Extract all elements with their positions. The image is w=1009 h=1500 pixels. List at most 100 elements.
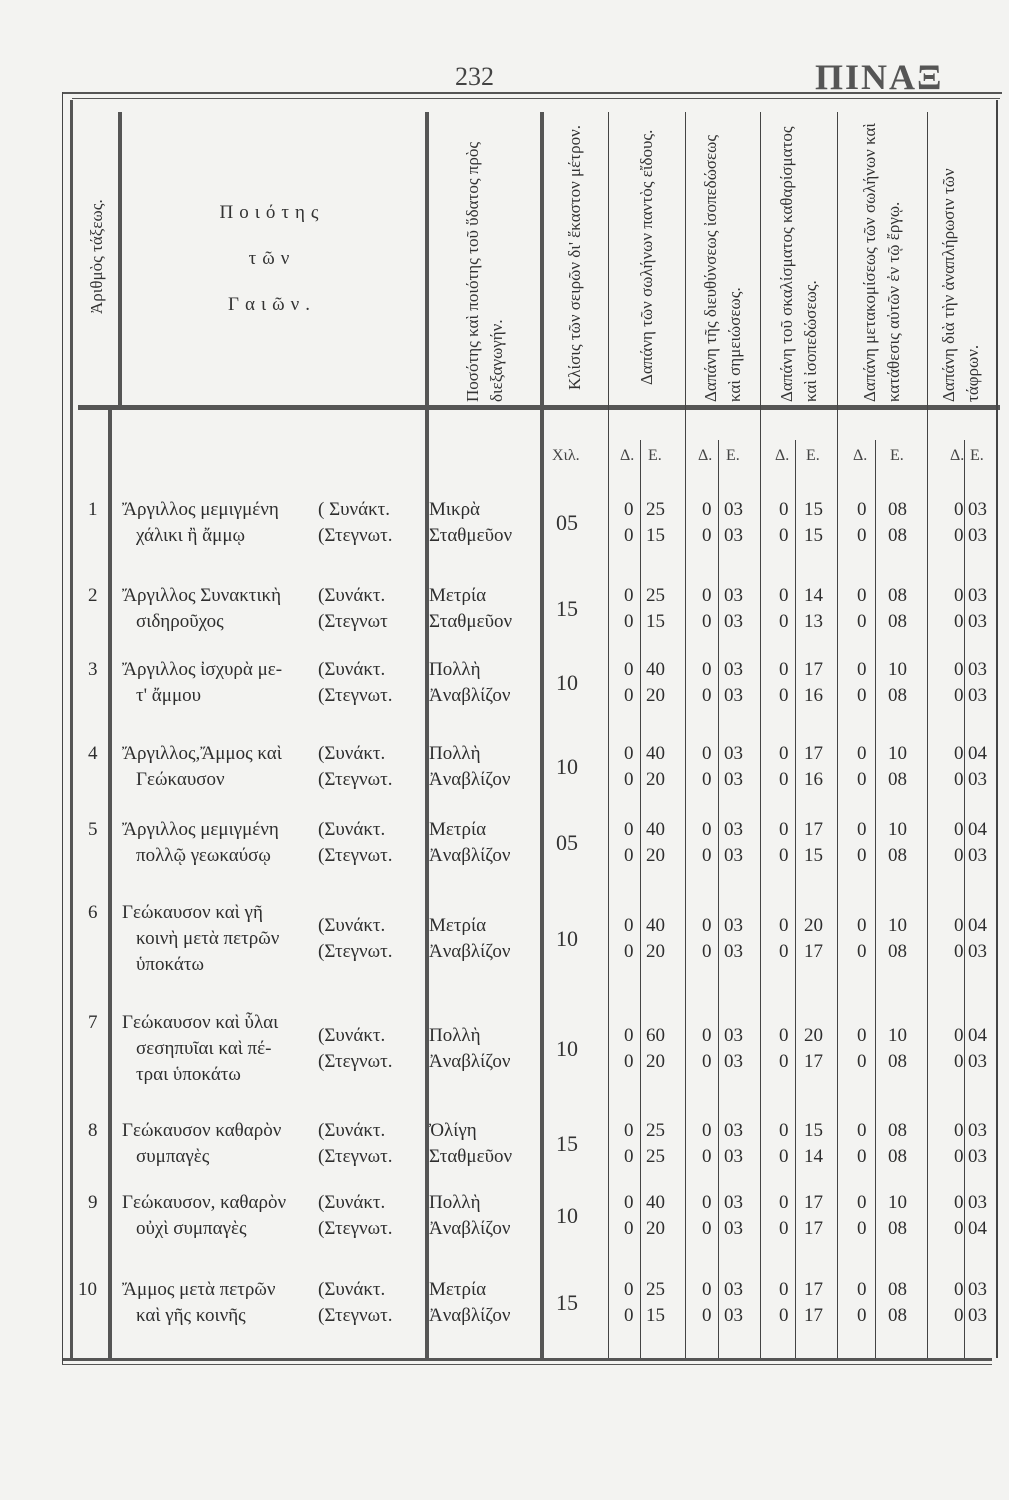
cost-lepta: 03 xyxy=(968,845,987,866)
cost-lepta: 40 xyxy=(646,1192,665,1213)
cost-drachmas: 0 xyxy=(779,743,789,764)
cost-drachmas: 0 xyxy=(702,819,712,840)
cost-drachmas: 0 xyxy=(779,845,789,866)
condition-label: (Συνάκτ. xyxy=(318,585,386,606)
cost-drachmas: 0 xyxy=(624,743,634,764)
cost-lepta: 20 xyxy=(646,685,665,706)
soil-quality-line: ὑποκάτω xyxy=(136,954,205,975)
condition-label: (Στεγνωτ. xyxy=(318,941,393,962)
cost-lepta: 14 xyxy=(804,1146,823,1167)
cost-drachmas: 0 xyxy=(954,941,964,962)
cost-drachmas: 0 xyxy=(624,1146,634,1167)
subdivider xyxy=(795,440,796,1358)
cost-drachmas: 0 xyxy=(624,845,634,866)
cost-drachmas: 0 xyxy=(702,743,712,764)
left-border-inner xyxy=(70,100,73,1358)
cost-lepta: 17 xyxy=(804,1218,823,1239)
cost-drachmas: 0 xyxy=(702,611,712,632)
condition-label: (Στεγνωτ xyxy=(318,611,388,632)
cost-drachmas: 0 xyxy=(857,1279,867,1300)
cost-drachmas: 0 xyxy=(624,769,634,790)
soil-quality-line: καὶ γῆς κοινῆς xyxy=(136,1305,246,1326)
cost-drachmas: 0 xyxy=(954,585,964,606)
cost-lepta: 03 xyxy=(724,1305,743,1326)
cost-lepta: 03 xyxy=(968,611,987,632)
cost-drachmas: 0 xyxy=(779,611,789,632)
cost-lepta: 10 xyxy=(888,659,907,680)
cost-drachmas: 0 xyxy=(624,611,634,632)
water-description: Ἀναβλίζον xyxy=(429,1305,511,1326)
soil-quality-line: Ἄμμος μετὰ πετρῶν xyxy=(122,1279,276,1300)
cost-drachmas: 0 xyxy=(954,1120,964,1141)
cost-drachmas: 0 xyxy=(954,685,964,706)
cost-lepta: 03 xyxy=(968,1120,987,1141)
cost-drachmas: 0 xyxy=(702,659,712,680)
cost-drachmas: 0 xyxy=(857,915,867,936)
divider xyxy=(118,112,122,405)
water-description: Μικρὰ xyxy=(429,499,481,520)
cost-drachmas: 0 xyxy=(624,525,634,546)
soil-quality-line: Ἄργιλλος μεμιγμένη xyxy=(122,499,279,520)
cost-lepta: 20 xyxy=(804,915,823,936)
cost-drachmas: 0 xyxy=(954,769,964,790)
cost-lepta: 03 xyxy=(724,1051,743,1072)
soil-quality-line: οὐχὶ συμπαγὲς xyxy=(136,1218,247,1239)
soil-quality-line: τ' ἄμμου xyxy=(136,685,202,706)
soil-quality-line: κοινὴ μετὰ πετρῶν xyxy=(136,928,280,949)
cost-drachmas: 0 xyxy=(702,1192,712,1213)
soil-quality-line: Ἄργιλλος Συνακτικὴ xyxy=(122,585,282,606)
water-description: Πολλὴ xyxy=(429,1192,481,1213)
condition-label: (Συνάκτ. xyxy=(318,1279,386,1300)
cost-lepta: 03 xyxy=(968,1146,987,1167)
cost-drachmas: 0 xyxy=(857,743,867,764)
subheader-slope-unit: Χιλ. xyxy=(552,447,580,464)
cost-lepta: 03 xyxy=(724,685,743,706)
cost-lepta: 15 xyxy=(804,525,823,546)
water-description: Ἀναβλίζον xyxy=(429,1218,511,1239)
cost-drachmas: 0 xyxy=(954,1146,964,1167)
soil-quality-line: συμπαγὲς xyxy=(136,1146,210,1167)
cost-drachmas: 0 xyxy=(702,585,712,606)
cost-lepta: 40 xyxy=(646,743,665,764)
soil-quality-line: χάλικι ἢ ἄμμῳ xyxy=(136,525,246,546)
cost-drachmas: 0 xyxy=(779,769,789,790)
soil-quality-line: Γεώκαυσον καθαρὸν xyxy=(122,1120,282,1141)
cost-lepta: 03 xyxy=(724,1146,743,1167)
cost-drachmas: 0 xyxy=(624,1218,634,1239)
cost-lepta: 40 xyxy=(646,915,665,936)
subheader-d: Δ. xyxy=(698,447,713,464)
cost-lepta: 20 xyxy=(646,1218,665,1239)
cost-drachmas: 0 xyxy=(954,1279,964,1300)
cost-lepta: 40 xyxy=(646,659,665,680)
cost-drachmas: 0 xyxy=(779,585,789,606)
subdivider xyxy=(640,440,641,1358)
cost-drachmas: 0 xyxy=(779,1305,789,1326)
soil-quality-line: Γεώκαυσον καὶ ὗλαι xyxy=(122,1012,279,1033)
cost-lepta: 03 xyxy=(968,685,987,706)
cost-drachmas: 0 xyxy=(779,1051,789,1072)
row-number: 6 xyxy=(88,902,98,923)
cost-lepta: 04 xyxy=(968,1025,987,1046)
condition-label: (Συνάκτ. xyxy=(318,819,386,840)
cost-drachmas: 0 xyxy=(779,1120,789,1141)
slope-value: 10 xyxy=(556,926,578,951)
row-number: 10 xyxy=(78,1279,97,1300)
cost-lepta: 03 xyxy=(724,499,743,520)
cost-drachmas: 0 xyxy=(954,819,964,840)
slope-value: 10 xyxy=(556,670,578,695)
cost-drachmas: 0 xyxy=(702,915,712,936)
divider xyxy=(760,112,761,1358)
header-quality-line: Γαιῶν. xyxy=(228,294,316,315)
soil-quality-line: σεσηπυῖαι καὶ πέ- xyxy=(136,1038,272,1059)
cost-lepta: 03 xyxy=(724,1218,743,1239)
cost-lepta: 03 xyxy=(724,769,743,790)
cost-lepta: 03 xyxy=(724,941,743,962)
cost-drachmas: 0 xyxy=(779,941,789,962)
water-description: Σταθμεῦον xyxy=(429,525,513,546)
cost-drachmas: 0 xyxy=(779,499,789,520)
cost-drachmas: 0 xyxy=(702,1051,712,1072)
header-quality-line: Ποιότης xyxy=(219,202,325,223)
cost-lepta: 15 xyxy=(646,611,665,632)
divider xyxy=(608,112,609,1358)
cost-drachmas: 0 xyxy=(779,1279,789,1300)
